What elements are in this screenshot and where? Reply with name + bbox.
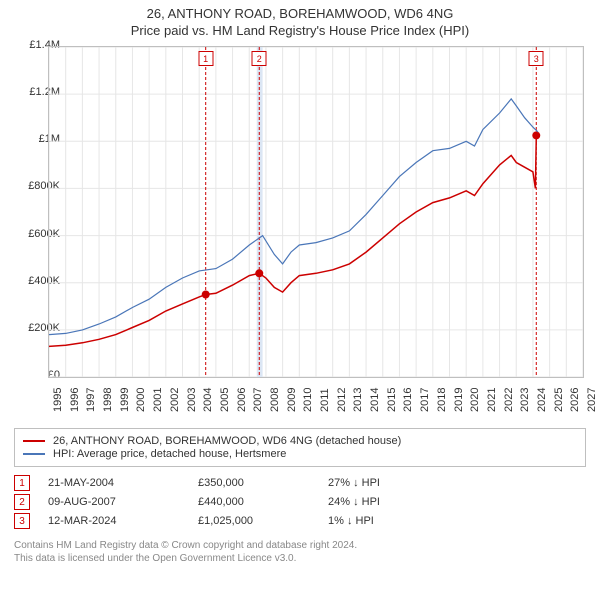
event-marker-1: 1 (198, 51, 213, 66)
x-tick-label: 1998 (102, 388, 114, 412)
event-date: 12-MAR-2024 (48, 515, 198, 527)
event-delta: 1% ↓ HPI (328, 515, 448, 527)
x-tick-label: 2010 (302, 388, 314, 412)
event-price: £440,000 (198, 496, 328, 508)
chart-container: 26, ANTHONY ROAD, BOREHAMWOOD, WD6 4NG P… (0, 0, 600, 590)
event-date: 09-AUG-2007 (48, 496, 198, 508)
footer-line-1: Contains HM Land Registry data © Crown c… (14, 539, 586, 552)
event-delta: 27% ↓ HPI (328, 477, 448, 489)
x-tick-label: 2024 (536, 388, 548, 412)
legend-label: HPI: Average price, detached house, Hert… (53, 448, 286, 460)
x-tick-label: 2021 (486, 388, 498, 412)
x-tick-label: 2001 (152, 388, 164, 412)
x-tick-label: 1999 (119, 388, 131, 412)
x-tick-label: 1996 (69, 388, 81, 412)
legend-swatch (23, 440, 45, 442)
legend-item: HPI: Average price, detached house, Hert… (23, 448, 577, 460)
event-marker-box: 1 (14, 475, 30, 491)
chart-svg (49, 47, 583, 377)
event-row: 2 09-AUG-2007£440,00024% ↓ HPI (14, 494, 586, 510)
x-tick-label: 2008 (269, 388, 281, 412)
x-tick-label: 2012 (336, 388, 348, 412)
x-tick-label: 1995 (52, 388, 64, 412)
event-marker-2: 2 (252, 51, 267, 66)
x-tick-label: 2007 (252, 388, 264, 412)
x-tick-label: 2026 (569, 388, 581, 412)
footer-attribution: Contains HM Land Registry data © Crown c… (14, 539, 586, 565)
legend-item: 26, ANTHONY ROAD, BOREHAMWOOD, WD6 4NG (… (23, 435, 577, 447)
x-tick-label: 2009 (286, 388, 298, 412)
plot-area: 1 2 3 (48, 46, 584, 378)
event-marker-3: 3 (529, 51, 544, 66)
x-tick-label: 2005 (219, 388, 231, 412)
event-marker-box: 3 (14, 513, 30, 529)
title-line-2: Price paid vs. HM Land Registry's House … (0, 23, 600, 38)
x-tick-label: 2027 (586, 388, 598, 412)
event-date: 21-MAY-2004 (48, 477, 198, 489)
x-tick-label: 2023 (519, 388, 531, 412)
legend-swatch (23, 453, 45, 455)
x-tick-label: 2022 (503, 388, 515, 412)
legend-label: 26, ANTHONY ROAD, BOREHAMWOOD, WD6 4NG (… (53, 435, 401, 447)
x-tick-label: 2000 (135, 388, 147, 412)
x-tick-label: 2013 (352, 388, 364, 412)
event-price: £1,025,000 (198, 515, 328, 527)
x-tick-label: 2017 (419, 388, 431, 412)
x-tick-label: 2011 (319, 388, 331, 412)
x-axis-labels: 1995 1996 1997 1998 1999 2000 2001 2002 2003 2004… (48, 378, 582, 420)
event-row: 1 21-MAY-2004£350,00027% ↓ HPI (14, 475, 586, 491)
x-tick-label: 2014 (369, 388, 381, 412)
x-tick-label: 2025 (553, 388, 565, 412)
event-marker-box: 2 (14, 494, 30, 510)
x-tick-label: 2018 (436, 388, 448, 412)
x-tick-label: 2020 (469, 388, 481, 412)
x-tick-label: 2003 (186, 388, 198, 412)
legend: 26, ANTHONY ROAD, BOREHAMWOOD, WD6 4NG (… (14, 428, 586, 467)
x-tick-label: 2016 (402, 388, 414, 412)
x-tick-label: 2015 (386, 388, 398, 412)
x-tick-label: 2006 (236, 388, 248, 412)
titles: 26, ANTHONY ROAD, BOREHAMWOOD, WD6 4NG P… (0, 0, 600, 38)
x-tick-label: 2019 (453, 388, 465, 412)
footer-line-2: This data is licensed under the Open Gov… (14, 552, 586, 565)
x-tick-label: 1997 (85, 388, 97, 412)
x-tick-label: 2004 (202, 388, 214, 412)
event-price: £350,000 (198, 477, 328, 489)
event-row: 3 12-MAR-2024£1,025,0001% ↓ HPI (14, 513, 586, 529)
title-line-1: 26, ANTHONY ROAD, BOREHAMWOOD, WD6 4NG (0, 6, 600, 21)
events-table: 1 21-MAY-2004£350,00027% ↓ HPI 2 09-AUG-200… (14, 475, 586, 529)
x-tick-label: 2002 (169, 388, 181, 412)
event-delta: 24% ↓ HPI (328, 496, 448, 508)
